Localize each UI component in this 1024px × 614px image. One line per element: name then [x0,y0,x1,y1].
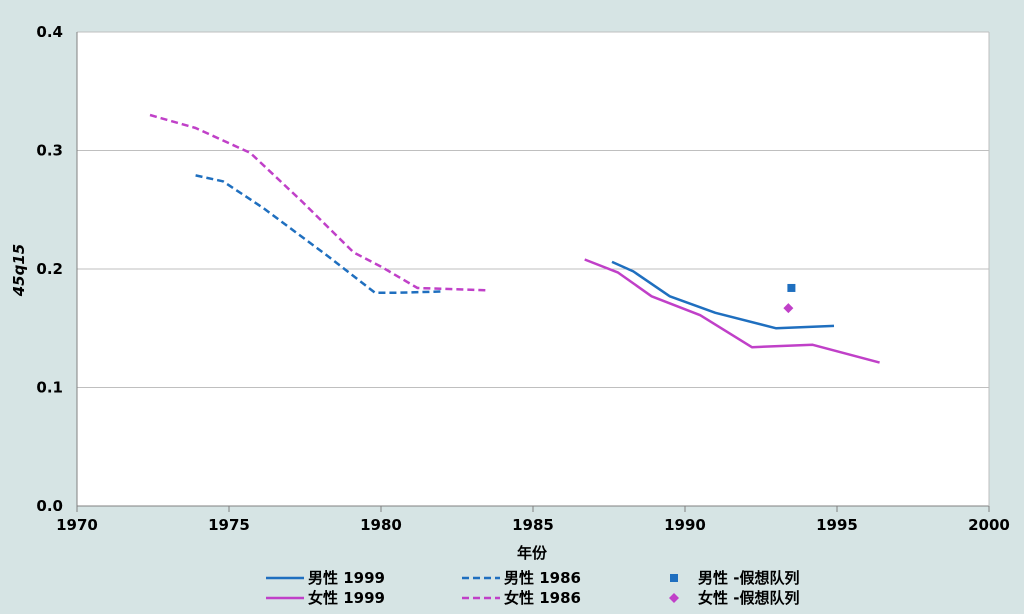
legend-item: 女性 1986 [462,589,581,607]
legend-item: 男性 1999 [266,569,385,587]
legend-label: 女性 1986 [504,589,581,607]
legend-label: 男性 1986 [504,569,581,587]
series-point [783,303,794,314]
x-tick-label: 2000 [968,516,1010,534]
y-tick-label: 0.0 [36,497,63,515]
legend-label: 男性 1999 [308,569,385,587]
legend-item: 女性 -假想队列 [669,589,799,607]
x-tick-label: 1980 [360,516,402,534]
x-tick-label: 1985 [512,516,554,534]
x-tick-label: 1995 [816,516,858,534]
x-tick-label: 1975 [208,516,250,534]
y-tick-label: 0.3 [36,142,63,160]
series-line [584,258,880,364]
legend-label: 女性 -假想队列 [698,589,799,607]
legend-swatch [670,574,678,582]
legend-item: 女性 1999 [266,589,385,607]
x-tick-label: 1990 [664,516,706,534]
series-point [787,283,796,292]
y-axis-title: 45q15 [10,244,28,298]
x-tick-label: 1970 [56,516,98,534]
legend-item: 男性 -假想队列 [670,569,799,587]
series-line [611,260,835,330]
series-line [195,174,442,294]
y-tick-label: 0.1 [36,379,63,397]
y-tick-label: 0.4 [36,23,63,41]
legend-label: 男性 -假想队列 [698,569,799,587]
series-line [149,113,488,292]
legend-item: 男性 1986 [462,569,581,587]
legend-label: 女性 1999 [308,589,385,607]
legend-swatch [669,593,679,603]
x-axis-title: 年份 [517,544,548,562]
y-tick-label: 0.2 [36,260,63,278]
